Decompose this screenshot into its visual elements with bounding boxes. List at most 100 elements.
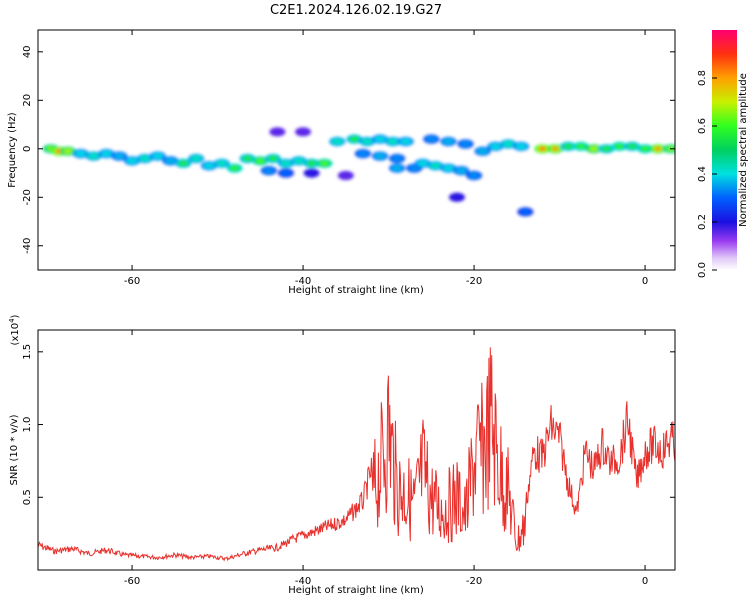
heatmap-blob [59, 146, 76, 156]
heatmap-blob [598, 144, 615, 154]
heatmap-blob [427, 161, 444, 171]
heatmap-blob [359, 136, 376, 147]
heatmap-blob [201, 161, 218, 171]
heatmap-blob [72, 149, 89, 159]
heatmap-blob [354, 149, 371, 159]
snr-x-tick-label: 0 [642, 576, 648, 587]
heatmap-blob [440, 136, 457, 147]
heatmap-blob [572, 141, 589, 151]
heatmap-blob [611, 141, 628, 151]
snr-x-label: Height of straight line (km) [288, 585, 424, 596]
colorbar-tick-label: 0.8 [697, 70, 708, 86]
heatmap-blob [239, 153, 256, 164]
heatmap-blob [534, 144, 551, 154]
snr-y-label: SNR (10 * v/v) [9, 414, 20, 485]
heatmap-y-tick-label: -40 [22, 238, 33, 254]
snr-x-ticks: -60 -40 -20 0 [124, 330, 648, 587]
heatmap-blob [440, 163, 457, 173]
colorbar-tick-label: 0.0 [697, 262, 708, 278]
heatmap-blob [448, 192, 465, 202]
heatmap-blob [500, 139, 517, 149]
heatmap-blob [397, 136, 414, 147]
snr-x-tick-label: -60 [124, 576, 140, 587]
heatmap-blob [162, 156, 179, 166]
colorbar-label: Normalized spectral amplitude [738, 73, 749, 227]
heatmap-blob [423, 134, 440, 144]
colorbar-tick-label: 0.4 [697, 166, 708, 182]
heatmap-blob [213, 158, 230, 168]
heatmap-y-ticks: -40 -20 0 20 40 [22, 45, 675, 254]
heatmap-blob [124, 156, 141, 166]
heatmap-blob [649, 144, 666, 154]
heatmap-blob [175, 158, 192, 168]
snr-y-tick-label: 1.5 [22, 344, 33, 360]
snr-y-tick-label: 1.0 [22, 417, 33, 433]
heatmap-blob [453, 166, 470, 176]
figure-title: C2E1.2024.126.02.19.G27 [270, 3, 442, 18]
heatmap-frame [37, 29, 676, 271]
colorbar: 0.0 0.2 0.4 0.6 0.8 Normalized spectral ampl… [697, 30, 749, 278]
colorbar-gradient [712, 30, 737, 270]
heatmap-blob [277, 168, 294, 178]
snr-y-ticks: 0.5 1.0 1.5 [22, 344, 675, 505]
heatmap-x-tick-label: -40 [295, 276, 311, 287]
heatmap-blob [188, 153, 205, 164]
heatmap-blob [637, 144, 654, 154]
heatmap-blob [414, 158, 431, 168]
snr-line [38, 347, 675, 562]
heatmap-blob [329, 136, 346, 147]
heatmap-y-tick-label: -20 [22, 189, 33, 205]
heatmap-blob [303, 168, 320, 178]
snr-x-tick-label: -40 [295, 576, 311, 587]
heatmap-blob [466, 170, 483, 181]
snr-y-tick-label: 0.5 [22, 489, 33, 505]
heatmap-panel: -60 -40 -20 0 -40 -20 0 20 40 Height of straigh… [7, 29, 676, 296]
heatmap-blob [226, 163, 243, 173]
colorbar-ticks: 0.0 0.2 0.4 0.6 0.8 [697, 70, 717, 278]
heatmap-blob [487, 141, 504, 151]
heatmap-blob [252, 156, 269, 166]
heatmap-blob [513, 141, 530, 151]
heatmap-blob [98, 149, 115, 159]
heatmap-blob [585, 144, 602, 154]
heatmap-blob [547, 144, 564, 154]
heatmap-blob [265, 153, 282, 164]
heatmap-blob [389, 153, 406, 164]
heatmap-blob [337, 170, 354, 181]
heatmap-y-tick-label: 20 [22, 94, 33, 107]
snr-x-tick-label: -20 [466, 576, 482, 587]
heatmap-blob [111, 151, 128, 161]
heatmap-blob [269, 127, 286, 137]
heatmap-y-tick-label: 40 [22, 45, 33, 58]
heatmap-blob [457, 139, 474, 149]
heatmap-y-label: Frequency (Hz) [7, 112, 18, 188]
heatmap-blob [290, 156, 307, 166]
heatmap-x-label: Height of straight line (km) [288, 285, 424, 296]
heatmap-x-tick-label: -60 [124, 276, 140, 287]
heatmap-blob [372, 134, 389, 144]
colorbar-tick-label: 0.6 [697, 118, 708, 134]
snr-background [38, 330, 675, 570]
heatmap-blob [560, 141, 577, 151]
snr-panel: -60 -40 -20 0 0.5 1.0 1.5 Height of straight … [8, 314, 676, 596]
heatmap-blob [384, 136, 401, 147]
heatmap-blob [474, 146, 491, 156]
heatmap-x-ticks: -60 -40 -20 0 [124, 30, 648, 287]
heatmap-blob [346, 134, 363, 144]
heatmap-blob [85, 151, 102, 161]
heatmap-blob [136, 153, 153, 164]
heatmap-blob [316, 158, 333, 168]
snr-frame [37, 329, 676, 571]
heatmap-blob [389, 163, 406, 173]
heatmap-x-tick-label: -20 [466, 276, 482, 287]
heatmap-blob [277, 158, 294, 168]
heatmap-blob [624, 141, 641, 151]
heatmap-blob [303, 158, 320, 168]
heatmap-blob [149, 151, 166, 161]
heatmap-blob [295, 127, 312, 137]
colorbar-tick-label: 0.2 [697, 214, 708, 230]
snr-scale-label: (x104) [8, 314, 21, 345]
heatmap-blob [260, 166, 277, 176]
heatmap-y-tick-label: 0 [22, 146, 33, 152]
